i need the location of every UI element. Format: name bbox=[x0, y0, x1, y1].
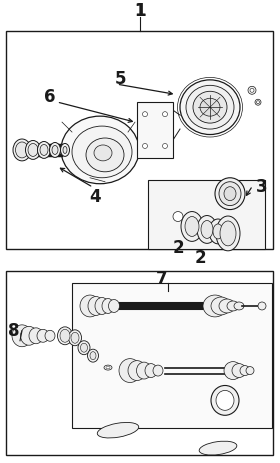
Ellipse shape bbox=[180, 80, 240, 135]
Ellipse shape bbox=[119, 359, 141, 382]
Ellipse shape bbox=[211, 386, 239, 415]
Text: 6: 6 bbox=[44, 88, 56, 106]
Ellipse shape bbox=[137, 362, 151, 379]
Ellipse shape bbox=[201, 220, 213, 238]
Polygon shape bbox=[72, 283, 272, 428]
Ellipse shape bbox=[81, 343, 87, 352]
Ellipse shape bbox=[213, 224, 223, 239]
Ellipse shape bbox=[211, 297, 231, 315]
Ellipse shape bbox=[104, 365, 112, 370]
Ellipse shape bbox=[203, 295, 227, 317]
Ellipse shape bbox=[199, 441, 237, 455]
Ellipse shape bbox=[60, 144, 69, 156]
Ellipse shape bbox=[29, 328, 43, 344]
Text: 2: 2 bbox=[172, 239, 184, 257]
Text: 7: 7 bbox=[156, 270, 168, 288]
Ellipse shape bbox=[38, 142, 50, 158]
Ellipse shape bbox=[162, 144, 167, 149]
Ellipse shape bbox=[128, 361, 146, 381]
Ellipse shape bbox=[90, 352, 96, 360]
Ellipse shape bbox=[193, 91, 227, 123]
Ellipse shape bbox=[15, 142, 29, 158]
Ellipse shape bbox=[248, 86, 256, 94]
Polygon shape bbox=[137, 102, 173, 158]
Ellipse shape bbox=[216, 216, 240, 251]
Ellipse shape bbox=[87, 349, 99, 362]
Ellipse shape bbox=[219, 182, 241, 206]
Ellipse shape bbox=[20, 326, 38, 345]
Ellipse shape bbox=[234, 302, 244, 310]
Ellipse shape bbox=[220, 221, 236, 246]
Bar bbox=[6, 271, 273, 455]
Ellipse shape bbox=[102, 299, 114, 313]
Ellipse shape bbox=[88, 296, 104, 315]
Ellipse shape bbox=[186, 85, 234, 129]
Ellipse shape bbox=[60, 329, 70, 342]
Text: 3: 3 bbox=[256, 178, 268, 196]
Ellipse shape bbox=[78, 341, 90, 355]
Ellipse shape bbox=[106, 366, 110, 369]
Ellipse shape bbox=[45, 330, 55, 341]
Ellipse shape bbox=[145, 363, 157, 377]
Ellipse shape bbox=[258, 302, 266, 310]
Ellipse shape bbox=[256, 101, 260, 104]
Ellipse shape bbox=[80, 295, 100, 317]
Ellipse shape bbox=[109, 300, 120, 313]
Ellipse shape bbox=[72, 126, 132, 178]
Ellipse shape bbox=[209, 219, 227, 244]
Ellipse shape bbox=[143, 144, 148, 149]
Polygon shape bbox=[148, 180, 265, 249]
Ellipse shape bbox=[57, 327, 73, 345]
Ellipse shape bbox=[224, 362, 242, 380]
Text: 8: 8 bbox=[8, 322, 20, 340]
Text: 1: 1 bbox=[134, 2, 146, 20]
Text: 2: 2 bbox=[194, 249, 206, 267]
Ellipse shape bbox=[250, 88, 254, 92]
Ellipse shape bbox=[143, 112, 148, 117]
Ellipse shape bbox=[227, 301, 239, 311]
Ellipse shape bbox=[97, 422, 139, 438]
Ellipse shape bbox=[240, 366, 250, 375]
Ellipse shape bbox=[162, 112, 167, 117]
Ellipse shape bbox=[13, 139, 31, 161]
Ellipse shape bbox=[197, 216, 217, 244]
Ellipse shape bbox=[94, 145, 112, 161]
Ellipse shape bbox=[232, 363, 246, 377]
Ellipse shape bbox=[71, 332, 79, 343]
Ellipse shape bbox=[37, 329, 49, 342]
Ellipse shape bbox=[95, 298, 109, 314]
Ellipse shape bbox=[185, 217, 199, 237]
Ellipse shape bbox=[215, 178, 245, 210]
Ellipse shape bbox=[219, 299, 235, 313]
Ellipse shape bbox=[86, 138, 124, 172]
Bar bbox=[6, 31, 273, 249]
Text: 4: 4 bbox=[89, 188, 101, 206]
Ellipse shape bbox=[69, 330, 81, 346]
Ellipse shape bbox=[52, 145, 58, 154]
Ellipse shape bbox=[40, 144, 48, 156]
Ellipse shape bbox=[173, 212, 183, 221]
Ellipse shape bbox=[246, 367, 254, 375]
Ellipse shape bbox=[181, 212, 203, 241]
Text: 5: 5 bbox=[114, 70, 126, 88]
Ellipse shape bbox=[63, 146, 67, 153]
Ellipse shape bbox=[61, 116, 139, 184]
Ellipse shape bbox=[255, 99, 261, 105]
Ellipse shape bbox=[50, 143, 60, 157]
Ellipse shape bbox=[224, 187, 236, 200]
Ellipse shape bbox=[216, 390, 234, 410]
Ellipse shape bbox=[25, 140, 41, 159]
Text: 1: 1 bbox=[134, 2, 146, 20]
Ellipse shape bbox=[28, 144, 38, 156]
Ellipse shape bbox=[200, 98, 220, 116]
Ellipse shape bbox=[153, 365, 163, 376]
Ellipse shape bbox=[12, 325, 32, 347]
